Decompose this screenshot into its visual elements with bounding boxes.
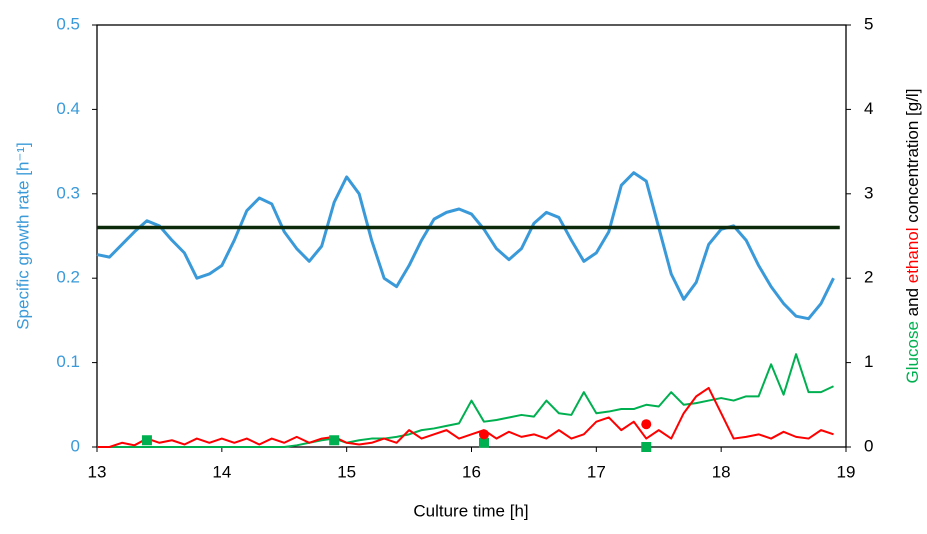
y-tick-label: 0 (71, 436, 80, 455)
y2-tick-label: 4 (864, 99, 873, 118)
x-axis-label: Culture time [h] (413, 501, 528, 520)
x-tick-label: 15 (337, 462, 356, 481)
y2-axis-label-part: ethanol (903, 227, 922, 283)
y-tick-label: 0.1 (56, 352, 80, 371)
y2-axis-label-part: concentration [g/l] (903, 89, 922, 228)
plot-frame (96, 24, 847, 448)
x-tick-label: 17 (587, 462, 606, 481)
y2-axis-label-part: and (903, 283, 922, 321)
circle-marker (641, 419, 652, 430)
x-tick-label: 14 (212, 462, 231, 481)
series-line (97, 386, 834, 448)
y2-tick-label: 0 (864, 436, 873, 455)
circle-marker (478, 429, 489, 440)
y-axis-label: Specific growth rate [h⁻¹] (13, 142, 32, 330)
y2-tick-label: 3 (864, 183, 873, 202)
square-marker (141, 435, 152, 446)
series-line (97, 353, 834, 448)
y-tick-label: 0.3 (56, 183, 80, 202)
y-tick-label: 0.2 (56, 268, 80, 287)
series-line (96, 171, 835, 321)
x-tick-label: 18 (712, 462, 731, 481)
y2-tick-label: 1 (864, 352, 873, 371)
y2-axis-label: Glucose and ethanol concentration [g/l] (903, 89, 922, 384)
x-tick-label: 16 (462, 462, 481, 481)
x-tick-label: 13 (88, 462, 107, 481)
y2-tick-label: 2 (864, 268, 873, 287)
square-marker (641, 442, 652, 452)
square-marker (478, 437, 489, 448)
x-tick-label: 19 (837, 462, 856, 481)
y2-axis-label-part: Glucose (903, 321, 922, 383)
y2-tick-label: 5 (864, 14, 873, 33)
y-tick-label: 0.4 (56, 99, 80, 118)
y-tick-label: 0.5 (56, 14, 80, 33)
square-marker (329, 435, 340, 446)
